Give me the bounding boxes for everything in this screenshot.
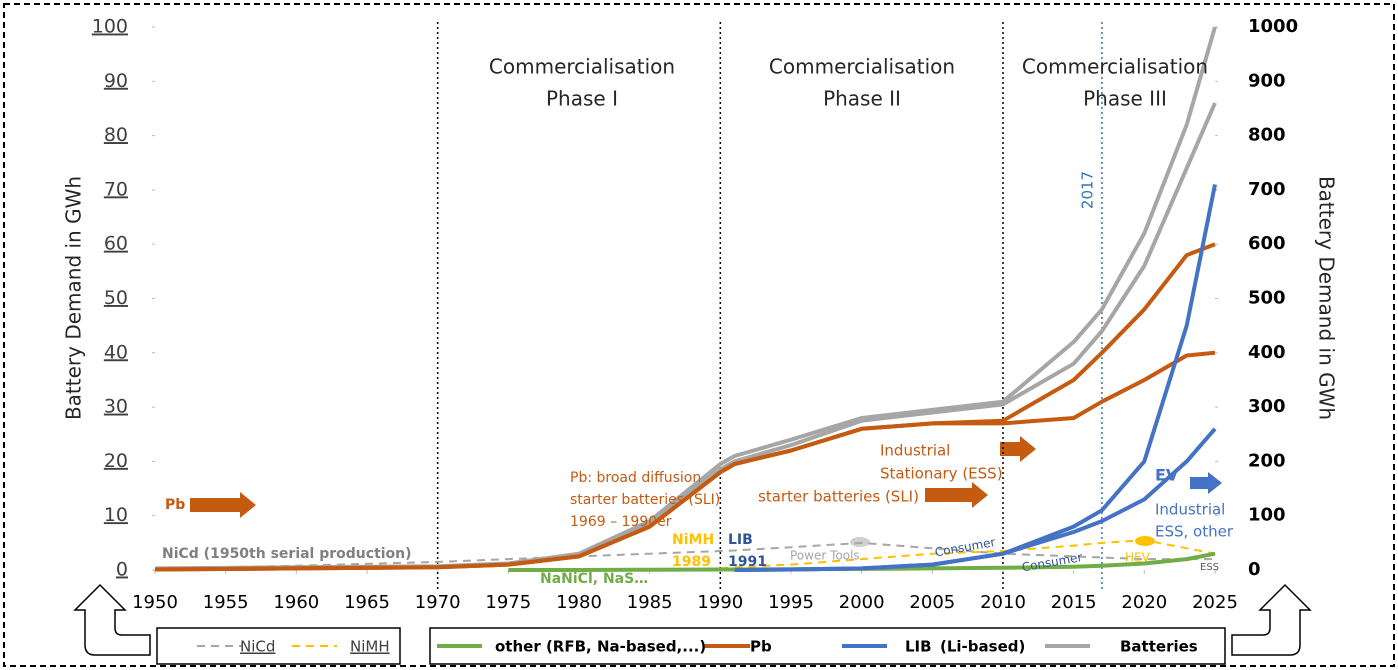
highlight-label: 2017 [1078, 171, 1096, 209]
x-tick-label: 2015 [1051, 592, 1097, 613]
y-tick-label: 30 [104, 396, 128, 418]
legend-label: (Li-based) [940, 638, 1025, 656]
y2-tick-label: 700 [1248, 179, 1286, 200]
y-tick-label: 80 [104, 124, 128, 146]
annotation: NiCd (1950th serial production) [162, 546, 412, 562]
annotation: Industrial [1155, 501, 1225, 519]
y2-tick-label: 500 [1248, 288, 1286, 309]
arrow-icon [1231, 583, 1312, 656]
legend-label: NiCd [240, 638, 275, 656]
y2-tick-label: 200 [1248, 450, 1286, 471]
annotation: NiMH [672, 532, 714, 548]
annotation: 1991 [728, 554, 767, 570]
y2-axis-label: Battery Demand in GWh [1315, 176, 1339, 420]
outer-border [3, 3, 1395, 667]
x-tick-label: 2005 [909, 592, 955, 613]
annotation: Phase II [823, 87, 901, 111]
annotation: Power Tools [790, 549, 860, 563]
series-line [154, 26, 1217, 571]
y-tick-label: 0 [116, 559, 128, 581]
legend-label: Batteries [1120, 638, 1198, 656]
x-tick-label: 2000 [839, 592, 885, 613]
series-line [154, 541, 1215, 570]
y2-tick-label: 1000 [1248, 16, 1298, 37]
x-tick-label: 1950 [132, 592, 178, 613]
annotation: LIB [728, 532, 753, 548]
x-tick-label: 1970 [415, 592, 461, 613]
annotation: ESS, other [1155, 523, 1234, 541]
annotation: Commercialisation [769, 55, 955, 79]
annotation: Phase III [1083, 87, 1167, 111]
arrow [925, 482, 988, 508]
annotation: Commercialisation [1022, 55, 1208, 79]
x-tick-label: 1960 [273, 592, 319, 613]
annotation: starter batteries (SLI) [570, 492, 720, 508]
y-tick-label: 50 [104, 287, 128, 309]
annotation: Industrial [880, 442, 950, 460]
y-axis-label: Battery Demand in GWh [62, 176, 86, 420]
series-line [154, 350, 1216, 572]
legend-box [429, 627, 1226, 665]
y2-tick-label: 0 [1248, 559, 1261, 580]
annotation: Commercialisation [489, 55, 675, 79]
series-line [508, 551, 1216, 572]
y-tick-label: 60 [104, 233, 128, 255]
y-tick-label: 40 [104, 341, 128, 363]
y2-tick-label: 600 [1248, 233, 1286, 254]
y-tick-label: 90 [104, 70, 128, 92]
series-line [734, 184, 1217, 572]
arrow [1190, 472, 1222, 494]
legend-label: Pb [750, 638, 772, 656]
annotation: Pb: broad diffusion [570, 470, 701, 486]
annotation: starter batteries (SLI) [758, 488, 919, 506]
series-line [720, 539, 1216, 570]
legend-label: NiMH [350, 638, 390, 656]
annotation: Stationary (ESS) [880, 465, 1003, 483]
arrow [1000, 436, 1036, 462]
dot [850, 537, 870, 547]
x-tick-label: 1980 [556, 592, 602, 613]
series-line [154, 242, 1216, 572]
y2-tick-label: 900 [1248, 70, 1286, 91]
y2-tick-label: 100 [1248, 505, 1286, 526]
x-tick-label: 2025 [1192, 592, 1238, 613]
x-tick-label: 1990 [697, 592, 743, 613]
legend-label: LIB [905, 638, 932, 656]
y-tick-label: 20 [104, 450, 128, 472]
annotation: NaNiCl, NaS… [540, 571, 648, 587]
y-tick-label: 100 [92, 16, 128, 38]
series-line [734, 427, 1217, 572]
x-tick-label: 2020 [1121, 592, 1167, 613]
y2-tick-label: 800 [1248, 125, 1286, 146]
arrow [190, 492, 256, 518]
legend-label: other (RFB, Na-based,...) [495, 638, 706, 656]
y-tick-label: 10 [104, 504, 128, 526]
y2-tick-label: 400 [1248, 342, 1286, 363]
annotation: ESS [1200, 562, 1219, 573]
arrow-icon [73, 583, 151, 656]
x-tick-label: 2010 [980, 592, 1026, 613]
annotation: Pb [165, 497, 185, 513]
annotation: 1969 – 1990er [570, 514, 672, 530]
annotation: 1989 [672, 554, 711, 570]
y-tick-label: 70 [104, 178, 128, 200]
x-tick-label: 1985 [627, 592, 673, 613]
x-tick-label: 1975 [485, 592, 531, 613]
x-tick-label: 1955 [203, 592, 249, 613]
legend-box [156, 627, 401, 665]
x-tick-label: 1965 [344, 592, 390, 613]
x-tick-label: 1995 [768, 592, 814, 613]
annotation: HEV [1125, 551, 1151, 565]
annotation: Phase I [546, 87, 618, 111]
y2-tick-label: 300 [1248, 396, 1286, 417]
annotation: EV [1155, 466, 1179, 485]
